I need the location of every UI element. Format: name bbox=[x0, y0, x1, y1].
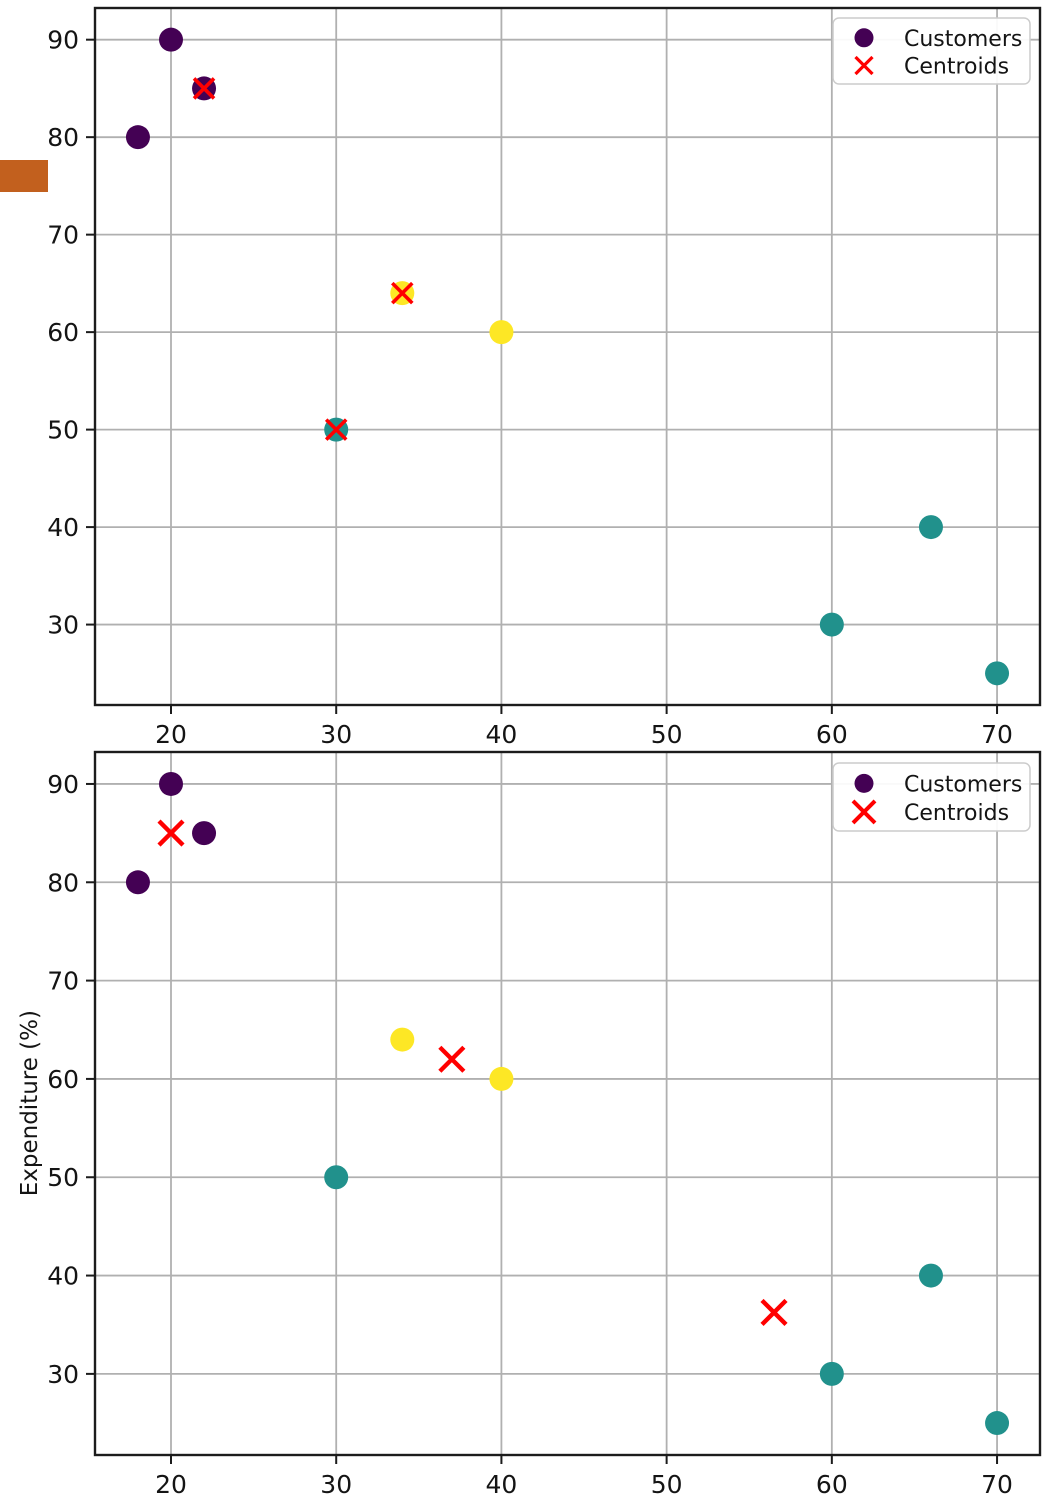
centroid-marker bbox=[391, 281, 414, 305]
legend-label: Centroids bbox=[904, 55, 1009, 80]
centroid-marker bbox=[438, 1045, 466, 1073]
plot-border bbox=[93, 6, 1042, 707]
legend-customers-marker-icon bbox=[854, 28, 874, 48]
x-tick-label: 40 bbox=[486, 1470, 518, 1496]
customer-point bbox=[125, 125, 150, 150]
plot-border bbox=[93, 750, 1042, 1457]
x-tick-label: 20 bbox=[155, 720, 187, 746]
scatter-plot-top: 20 30 40 50 60 70 30 40 50 60 70 80 90 Customers Centr… bbox=[47, 6, 1042, 746]
customer-point bbox=[125, 870, 150, 895]
customer-point bbox=[918, 515, 943, 540]
centroid-marker bbox=[192, 77, 216, 100]
centroid-marker bbox=[324, 418, 348, 441]
y-tick-label: 50 bbox=[47, 416, 79, 445]
customer-point bbox=[324, 1165, 349, 1190]
scatter-plot-bottom: 20 30 40 50 60 70 30 40 50 60 70 80 90 Customers Centr… bbox=[47, 750, 1042, 1496]
legend-centroids-marker-icon bbox=[851, 799, 877, 825]
y-tick-label: 60 bbox=[47, 1065, 79, 1094]
customer-point bbox=[390, 1027, 415, 1052]
customer-point bbox=[918, 1263, 943, 1288]
legend-centroids-marker-icon bbox=[854, 55, 874, 76]
y-tick-label: 30 bbox=[47, 1360, 79, 1389]
customer-point bbox=[158, 771, 183, 796]
x-tick-label: 70 bbox=[981, 720, 1013, 746]
x-tick-label: 50 bbox=[651, 1470, 683, 1496]
x-tick-label: 60 bbox=[816, 720, 848, 746]
x-tick-label: 60 bbox=[816, 1470, 848, 1496]
customer-point bbox=[489, 320, 514, 345]
centroid-marker bbox=[157, 819, 185, 847]
y-tick-label: 40 bbox=[47, 1262, 79, 1291]
y-tick-label: 90 bbox=[47, 26, 79, 55]
x-tick-label: 40 bbox=[486, 720, 518, 746]
x-tick-label: 50 bbox=[651, 720, 683, 746]
legend-label: Customers bbox=[904, 772, 1022, 797]
legend-label: Customers bbox=[904, 27, 1022, 52]
y-tick-label: 90 bbox=[47, 770, 79, 799]
centroid-marker bbox=[760, 1298, 788, 1326]
legend-box bbox=[832, 17, 1031, 85]
legend-label: Centroids bbox=[904, 801, 1009, 826]
customer-point bbox=[819, 1361, 844, 1386]
y-tick-label: 30 bbox=[47, 611, 79, 640]
customer-point bbox=[985, 1411, 1010, 1436]
y-tick-label: 80 bbox=[47, 868, 79, 897]
x-tick-label: 20 bbox=[155, 1470, 187, 1496]
legend-customers-marker-icon bbox=[854, 773, 874, 793]
y-tick-label: 50 bbox=[47, 1163, 79, 1192]
clipped-orange-artifact bbox=[0, 160, 48, 192]
y-tick-label: 80 bbox=[47, 123, 79, 152]
customer-point bbox=[489, 1066, 514, 1091]
customer-point bbox=[192, 821, 217, 846]
y-tick-label: 60 bbox=[47, 318, 79, 347]
x-tick-label: 70 bbox=[981, 1470, 1013, 1496]
y-tick-label: 70 bbox=[47, 221, 79, 250]
legend-box bbox=[832, 762, 1031, 832]
customer-point bbox=[985, 661, 1010, 686]
customer-point bbox=[819, 612, 844, 637]
customer-point bbox=[158, 27, 183, 52]
y-tick-label: 40 bbox=[47, 513, 79, 542]
y-tick-label: 70 bbox=[47, 967, 79, 996]
x-tick-label: 30 bbox=[320, 720, 352, 746]
x-tick-label: 30 bbox=[320, 1470, 352, 1496]
